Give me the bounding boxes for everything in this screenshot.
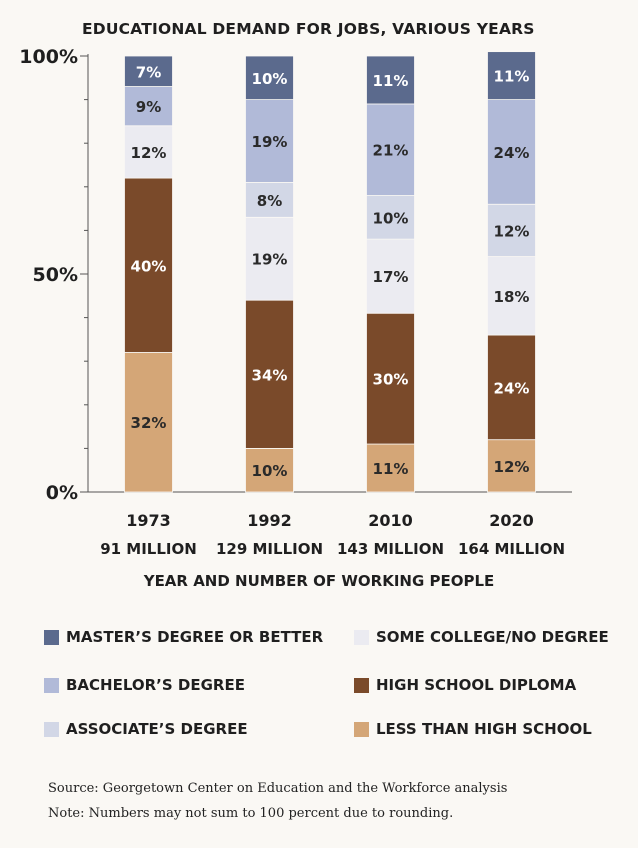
- data-label: 19%: [252, 251, 288, 269]
- data-label: 10%: [373, 209, 409, 227]
- legend-swatch: [44, 677, 59, 693]
- chart-title: EDUCATIONAL DEMAND FOR JOBS, VARIOUS YEA…: [82, 20, 535, 38]
- legend-item: LESS THAN HIGH SCHOOL: [354, 720, 592, 738]
- bars: 32% 40% 12% 9% 7% 10% 34% 19% 8% 19% 10% 11% 30% 17% 1…: [124, 51, 536, 493]
- bar-segment: [124, 125, 173, 179]
- data-label: 40%: [131, 257, 167, 275]
- legend-label: HIGH SCHOOL DIPLOMA: [376, 676, 577, 694]
- y-tick-label: 0%: [46, 482, 78, 504]
- bar-segment: [124, 177, 173, 353]
- x-tick-year: 1973: [126, 511, 171, 530]
- source-note: Source: Georgetown Center on Education a…: [48, 776, 507, 826]
- data-label: 7%: [136, 63, 161, 81]
- axes: 0% 50% 100%: [19, 46, 572, 504]
- data-label: 11%: [373, 72, 409, 90]
- data-label: 10%: [252, 70, 288, 88]
- y-tick-label: 100%: [19, 46, 78, 68]
- legend-item: MASTER’S DEGREE OR BETTER: [44, 628, 323, 646]
- x-tick-workers: 129 MILLION: [216, 540, 323, 558]
- data-label: 9%: [136, 98, 161, 116]
- x-tick-workers: 91 MILLION: [100, 540, 197, 558]
- source-text: Source: Georgetown Center on Education a…: [48, 781, 508, 796]
- x-tick-labels: 1973 91 MILLION 1992 129 MILLION 2010 143 MIL…: [100, 511, 565, 558]
- legend-label: ASSOCIATE’S DEGREE: [66, 720, 248, 738]
- bar-segment: [487, 203, 536, 257]
- data-label: 10%: [252, 462, 288, 480]
- bar-segment: [245, 55, 294, 100]
- legend-item: BACHELOR’S DEGREE: [44, 676, 245, 694]
- data-label: 32%: [131, 414, 167, 432]
- legend-label: SOME COLLEGE/NO DEGREE: [376, 628, 609, 646]
- data-label: 30%: [373, 371, 409, 389]
- x-tick-year: 1992: [247, 511, 292, 530]
- legend-item: ASSOCIATE’S DEGREE: [44, 720, 248, 738]
- bar-segment: [124, 352, 173, 493]
- bar-segment: [366, 103, 415, 196]
- legend: MASTER’S DEGREE OR BETTER SOME COLLEGE/N…: [44, 628, 624, 748]
- x-tick-workers: 143 MILLION: [337, 540, 444, 558]
- bar-segment: [366, 312, 415, 445]
- data-label: 8%: [257, 192, 282, 210]
- x-axis-label: YEAR AND NUMBER OF WORKING PEOPLE: [143, 572, 495, 590]
- bar-segment: [366, 55, 415, 105]
- data-label: 24%: [494, 379, 530, 397]
- legend-item: SOME COLLEGE/NO DEGREE: [354, 628, 609, 646]
- bar-segment: [366, 238, 415, 314]
- bar-segment: [487, 334, 536, 441]
- data-label: 18%: [494, 288, 530, 306]
- data-label: 17%: [373, 268, 409, 286]
- bar-segment: [245, 99, 294, 183]
- data-label: 21%: [373, 142, 409, 160]
- data-label: 11%: [494, 68, 530, 86]
- legend-swatch: [354, 629, 369, 645]
- bar-segment: [487, 51, 536, 100]
- legend-label: BACHELOR’S DEGREE: [66, 676, 245, 694]
- bar-segment: [245, 182, 294, 218]
- legend-swatch: [44, 629, 59, 645]
- stacked-bar-chart: 0% 50% 100% 32% 40% 12% 9% 7% 10% 34% 19% 8% 19% 10%…: [19, 46, 572, 558]
- data-label: 12%: [494, 222, 530, 240]
- data-label: 12%: [494, 458, 530, 476]
- bar-segment: [245, 216, 294, 301]
- data-label: 11%: [373, 460, 409, 478]
- y-tick-label: 50%: [33, 264, 78, 286]
- x-tick-year: 2010: [368, 511, 413, 530]
- data-label: 12%: [131, 144, 167, 162]
- legend-swatch: [44, 721, 59, 737]
- legend-item: HIGH SCHOOL DIPLOMA: [354, 676, 576, 694]
- x-tick-workers: 164 MILLION: [458, 540, 565, 558]
- bar-segment: [487, 439, 536, 493]
- legend-label: LESS THAN HIGH SCHOOL: [376, 720, 592, 738]
- legend-swatch: [354, 677, 369, 693]
- bar-segment: [124, 55, 173, 87]
- bar-segment: [245, 299, 294, 449]
- note-text: Note: Numbers may not sum to 100 percent…: [48, 806, 454, 821]
- legend-label: MASTER’S DEGREE OR BETTER: [66, 628, 324, 646]
- bar-segment: [487, 99, 536, 205]
- bar-segment: [487, 256, 536, 336]
- x-tick-year: 2020: [489, 511, 534, 530]
- data-label: 19%: [252, 133, 288, 151]
- legend-swatch: [354, 721, 369, 737]
- data-label: 34%: [252, 366, 288, 384]
- data-label: 24%: [494, 144, 530, 162]
